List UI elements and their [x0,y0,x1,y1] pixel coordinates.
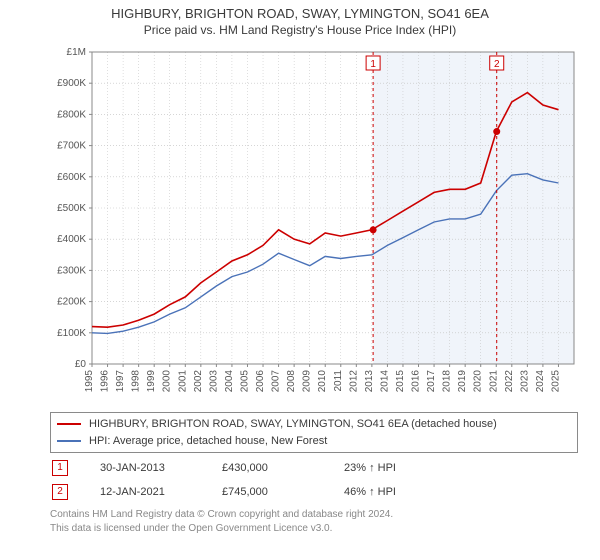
svg-text:2001: 2001 [177,370,188,393]
footer-line2: This data is licensed under the Open Gov… [50,522,578,536]
svg-text:2025: 2025 [550,370,561,393]
plot-svg: £0 £100K £200K £300K £400K £500K £600K £700K £80… [50,48,580,400]
marker-delta-0: 23% ↑ HPI [344,462,434,474]
marker-delta-1: 46% ↑ HPI [344,486,434,498]
svg-text:£900K: £900K [57,78,86,89]
svg-text:£500K: £500K [57,203,86,214]
svg-text:2019: 2019 [457,370,468,393]
svg-text:2009: 2009 [302,370,313,393]
svg-text:2020: 2020 [473,370,484,393]
legend-row-1: HPI: Average price, detached house, New … [57,433,571,450]
title-line2: Price paid vs. HM Land Registry's House … [10,23,590,37]
svg-text:2007: 2007 [271,370,282,393]
svg-text:2002: 2002 [193,370,204,393]
marker-table: 1 30-JAN-2013 £430,000 23% ↑ HPI 2 12-JA… [50,456,578,504]
svg-text:2000: 2000 [162,370,173,393]
svg-text:£300K: £300K [57,265,86,276]
svg-text:2008: 2008 [286,370,297,393]
svg-text:1999: 1999 [146,370,157,393]
marker-row-1: 2 12-JAN-2021 £745,000 46% ↑ HPI [50,480,578,504]
svg-text:2022: 2022 [504,370,515,393]
svg-text:2006: 2006 [255,370,266,393]
svg-text:2016: 2016 [411,370,422,393]
svg-text:2010: 2010 [317,370,328,393]
svg-text:£100K: £100K [57,328,86,339]
footer-line1: Contains HM Land Registry data © Crown c… [50,508,578,522]
title-line1: HIGHBURY, BRIGHTON ROAD, SWAY, LYMINGTON… [10,6,590,21]
marker-price-1: £745,000 [222,486,312,498]
svg-text:2011: 2011 [333,370,344,392]
svg-text:£800K: £800K [57,109,86,120]
svg-text:£0: £0 [75,359,87,370]
chart-container: HIGHBURY, BRIGHTON ROAD, SWAY, LYMINGTON… [0,0,600,560]
title-block: HIGHBURY, BRIGHTON ROAD, SWAY, LYMINGTON… [0,0,600,39]
legend-swatch-0 [57,423,81,425]
svg-text:2024: 2024 [535,370,546,393]
marker-row-0: 1 30-JAN-2013 £430,000 23% ↑ HPI [50,456,578,480]
legend-label-0: HIGHBURY, BRIGHTON ROAD, SWAY, LYMINGTON… [89,416,497,433]
svg-text:2: 2 [494,59,500,70]
svg-text:2012: 2012 [348,370,359,393]
plot-area: £0 £100K £200K £300K £400K £500K £600K £700K £80… [50,48,580,400]
svg-text:2014: 2014 [379,370,390,393]
svg-text:1996: 1996 [100,370,111,393]
svg-text:1995: 1995 [84,370,95,393]
marker-date-1: 12-JAN-2021 [100,486,190,498]
legend-label-1: HPI: Average price, detached house, New … [89,433,327,450]
svg-text:2021: 2021 [488,370,499,393]
marker-price-0: £430,000 [222,462,312,474]
footer: Contains HM Land Registry data © Crown c… [50,508,578,536]
svg-text:2017: 2017 [426,370,437,393]
svg-text:2004: 2004 [224,370,235,393]
legend-swatch-1 [57,440,81,442]
marker-box-1: 2 [52,484,68,500]
svg-text:1: 1 [370,59,376,70]
svg-text:1997: 1997 [115,370,126,393]
marker-box-0: 1 [52,460,68,476]
legend-row-0: HIGHBURY, BRIGHTON ROAD, SWAY, LYMINGTON… [57,416,571,433]
svg-text:2003: 2003 [208,370,219,393]
svg-text:£1M: £1M [67,48,86,58]
svg-text:2018: 2018 [442,370,453,393]
svg-text:2005: 2005 [239,370,250,393]
svg-text:1998: 1998 [131,370,142,393]
svg-text:2013: 2013 [364,370,375,393]
svg-text:2023: 2023 [519,370,530,393]
svg-text:£600K: £600K [57,172,86,183]
svg-text:2015: 2015 [395,370,406,393]
legend-box: HIGHBURY, BRIGHTON ROAD, SWAY, LYMINGTON… [50,412,578,453]
svg-text:£200K: £200K [57,297,86,308]
svg-text:£700K: £700K [57,141,86,152]
svg-text:£400K: £400K [57,234,86,245]
marker-date-0: 30-JAN-2013 [100,462,190,474]
